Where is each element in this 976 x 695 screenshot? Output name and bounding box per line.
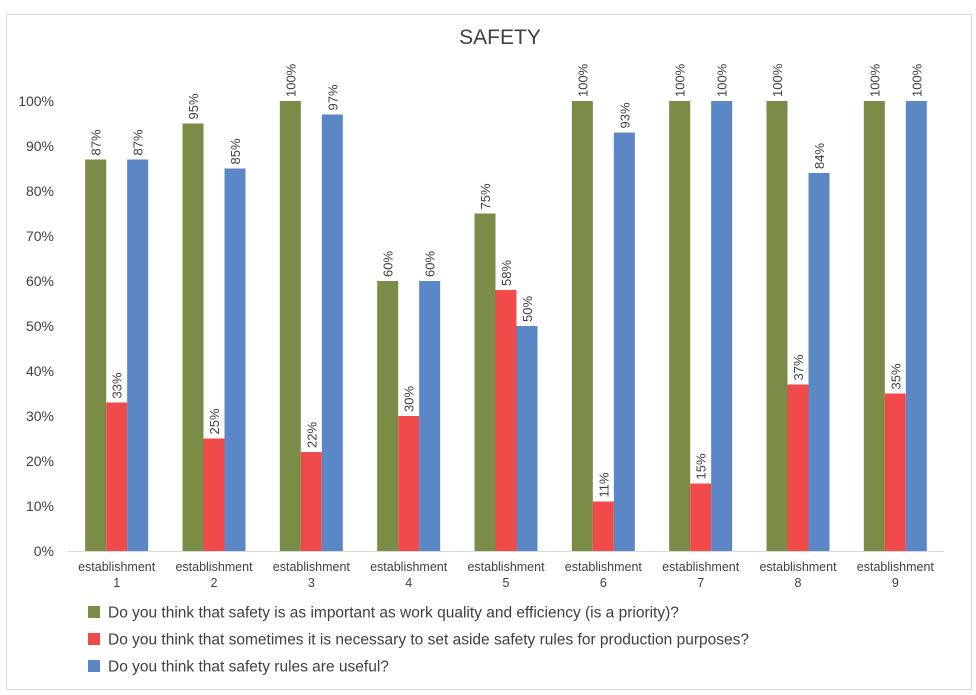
- y-tick-label: 90%: [26, 138, 54, 154]
- bar: [377, 281, 399, 551]
- chart-title: SAFETY: [459, 26, 541, 49]
- x-tick-label: establishment: [857, 560, 935, 574]
- x-tick-label: 9: [892, 576, 899, 590]
- bar: [766, 101, 788, 551]
- bar: [613, 132, 635, 551]
- x-tick-label: establishment: [759, 560, 837, 574]
- x-tick-label: establishment: [175, 560, 253, 574]
- bar: [474, 213, 496, 551]
- legend-entry: Do you think that safety is as important…: [108, 605, 679, 622]
- x-tick-label: 4: [405, 576, 412, 590]
- x-tick-label: establishment: [78, 560, 156, 574]
- bar-data-label: 50%: [520, 296, 535, 322]
- bar-data-label: 84%: [812, 143, 827, 169]
- legend-entry: Do you think that safety rules are usefu…: [108, 659, 389, 676]
- bar: [863, 101, 885, 551]
- data-labels: 87% 95% 100% 60% 75% 100% 100% 100% 100% 33% 25% 22…: [89, 63, 925, 497]
- bar: [419, 281, 441, 551]
- bar-data-label: 30%: [402, 386, 417, 412]
- bar: [203, 438, 225, 551]
- bar-data-label: 100%: [909, 63, 924, 97]
- bar: [85, 159, 107, 551]
- bar: [690, 483, 712, 551]
- bar: [127, 159, 149, 551]
- bar-data-label: 87%: [131, 129, 146, 155]
- bar: [905, 101, 927, 551]
- bar-data-label: 85%: [228, 138, 243, 164]
- x-tick-label: establishment: [662, 560, 740, 574]
- bar: [669, 101, 691, 551]
- bar-data-label: 60%: [381, 251, 396, 277]
- bar-data-label: 35%: [888, 363, 903, 389]
- x-tick-label: 6: [600, 576, 607, 590]
- bar: [516, 326, 538, 551]
- bar-data-label: 25%: [207, 408, 222, 434]
- x-tick-label: 8: [795, 576, 802, 590]
- bar: [495, 290, 517, 551]
- bar-data-label: 97%: [325, 84, 340, 110]
- bar-data-label: 75%: [478, 183, 493, 209]
- y-tick-label: 20%: [26, 453, 54, 469]
- bar: [787, 384, 809, 551]
- y-tick-label: 50%: [26, 318, 54, 334]
- legend-swatch: [88, 606, 100, 618]
- x-tick-label: establishment: [273, 560, 351, 574]
- x-tick-label: 2: [211, 576, 218, 590]
- bar: [106, 402, 128, 551]
- bar-data-label: 60%: [423, 251, 438, 277]
- bar-data-label: 33%: [110, 372, 125, 398]
- legend-swatch: [88, 660, 100, 672]
- bar: [182, 123, 204, 551]
- y-tick-label: 100%: [18, 93, 54, 109]
- x-tick-label: 5: [503, 576, 510, 590]
- y-tick-label: 0%: [34, 543, 54, 559]
- bar-data-label: 93%: [617, 102, 632, 128]
- bars: [85, 101, 927, 551]
- x-tick-label: establishment: [467, 560, 545, 574]
- legend: Do you think that safety is as important…: [88, 605, 749, 676]
- bar: [398, 416, 420, 551]
- x-tick-label: 1: [113, 576, 120, 590]
- bar: [321, 114, 343, 551]
- bar-data-label: 100%: [715, 63, 730, 97]
- x-axis: establishment 1 establishment 2 establishmen…: [68, 551, 944, 590]
- bar-data-label: 58%: [499, 260, 514, 286]
- bar: [279, 101, 301, 551]
- bar: [711, 101, 733, 551]
- x-tick-label: establishment: [565, 560, 643, 574]
- legend-entry: Do you think that sometimes it is necess…: [108, 632, 749, 649]
- x-tick-label: 7: [697, 576, 704, 590]
- bar: [808, 173, 830, 551]
- y-tick-label: 40%: [26, 363, 54, 379]
- bar-data-label: 95%: [186, 93, 201, 119]
- bar-data-label: 87%: [89, 129, 104, 155]
- x-tick-label: 3: [308, 576, 315, 590]
- bar: [224, 168, 246, 551]
- x-tick-label: establishment: [370, 560, 448, 574]
- bar: [300, 452, 322, 551]
- bar-data-label: 11%: [596, 472, 611, 497]
- legend-swatch: [88, 633, 100, 645]
- y-tick-label: 30%: [26, 408, 54, 424]
- bar: [592, 501, 614, 551]
- y-tick-label: 10%: [26, 498, 54, 514]
- bar-data-label: 100%: [867, 63, 882, 97]
- bar-data-label: 100%: [283, 63, 298, 97]
- bar-data-label: 22%: [304, 422, 319, 448]
- bar-data-label: 100%: [575, 63, 590, 97]
- y-axis: 0% 10% 20% 30% 40% 50% 60% 70% 80% 90% 100%: [18, 93, 54, 559]
- y-tick-label: 80%: [26, 183, 54, 199]
- bar-data-label: 100%: [770, 63, 785, 97]
- bar: [571, 101, 593, 551]
- y-tick-label: 70%: [26, 228, 54, 244]
- bar-data-label: 37%: [791, 354, 806, 380]
- bar-data-label: 15%: [694, 453, 709, 479]
- bar-data-label: 100%: [673, 63, 688, 97]
- bar: [884, 393, 906, 551]
- y-tick-label: 60%: [26, 273, 54, 289]
